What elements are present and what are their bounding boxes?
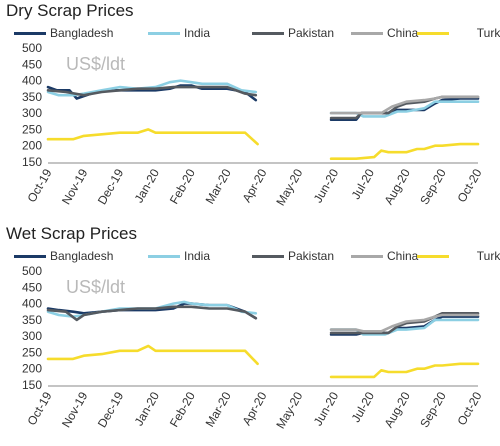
legend: Bangladesh India Pakistan China Turkey [14, 249, 500, 267]
y-tick-label: 250 [22, 345, 42, 359]
legend: Bangladesh India Pakistan China Turkey [14, 26, 500, 44]
x-tick-label: Jun-20 [311, 389, 342, 428]
wet-scrap-chart: US$/ldt 150 200 250 300 350 400 450 500 Oct-19 Nov… [0, 223, 500, 446]
y-tick-label: 350 [22, 90, 42, 104]
wet-scrap-plot: US$/ldt 150 200 250 300 350 400 450 500 Oct-19 Nov… [22, 264, 485, 431]
x-tick-label: Dec-19 [95, 389, 127, 430]
y-tick-label: 150 [22, 378, 42, 392]
y-tick-label: 300 [22, 329, 42, 343]
x-tick-label: Aug-20 [381, 389, 413, 430]
x-tick-label: Aug-20 [381, 166, 413, 207]
series-line-turkey [46, 128, 259, 146]
series-line-china [329, 313, 480, 333]
legend-label: India [184, 26, 211, 40]
legend-swatch [351, 254, 383, 258]
legend-swatch [351, 31, 383, 35]
y-tick-label: 250 [22, 122, 42, 136]
x-tick-label: Nov-19 [59, 389, 91, 430]
legend-swatch [148, 254, 180, 258]
x-tick-label: Mar-20 [203, 166, 234, 206]
legend-swatch [14, 254, 46, 258]
legend-swatch [148, 31, 180, 35]
y-tick-label: 450 [22, 57, 42, 71]
legend-swatch [14, 31, 46, 35]
series-line-turkey [46, 344, 259, 366]
y-tick-label: 500 [22, 264, 42, 278]
series-line-turkey [329, 362, 480, 379]
legend-label: Bangladesh [50, 26, 114, 40]
series-line-pakistan [46, 305, 258, 322]
chart-title: Dry Scrap Prices [6, 1, 134, 20]
x-tick-label: Jan-20 [132, 166, 163, 205]
series-line-pakistan [46, 85, 258, 97]
x-tick-label: Oct-19 [24, 389, 54, 427]
x-tick-label: Dec-19 [95, 166, 127, 207]
series-line-pakistan [329, 312, 480, 335]
legend-swatch [252, 31, 284, 35]
legend-label: Pakistan [288, 26, 335, 40]
legend-label: Turkey [476, 249, 500, 263]
x-tick-label: Jun-20 [311, 166, 342, 205]
y-tick-label: 150 [22, 155, 42, 169]
x-tick-label: Nov-19 [59, 166, 91, 207]
y-tick-label: 200 [22, 362, 42, 376]
x-tick-label: Oct-19 [24, 166, 54, 204]
y-tick-label: 400 [22, 74, 42, 88]
dry-scrap-plot: US$/ldt 150 200 250 300 350 400 450 500 Oct-19 Nov… [22, 41, 485, 208]
legend-swatch [417, 254, 449, 258]
y-tick-label: 450 [22, 280, 42, 294]
legend-item-india: India [148, 26, 239, 40]
legend-item-india: India [148, 249, 239, 263]
x-tick-label: Apr-20 [239, 389, 269, 427]
legend-item-pakistan: Pakistan [252, 249, 348, 263]
legend-item-pakistan: Pakistan [252, 26, 348, 40]
y-tick-label: 300 [22, 106, 42, 120]
unit-label: US$/ldt [66, 54, 125, 74]
x-tick-label: Sep-20 [417, 389, 449, 430]
x-tick-label: May-20 [273, 166, 305, 208]
legend-item-china: China [351, 249, 427, 263]
legend-label: China [387, 249, 419, 263]
y-tick-label: 400 [22, 297, 42, 311]
x-tick-label: May-20 [273, 389, 305, 431]
series-line-china [329, 95, 480, 115]
legend-label: China [387, 26, 419, 40]
y-tick-label: 200 [22, 139, 42, 153]
legend-item-bangladesh: Bangladesh [14, 26, 130, 40]
x-tick-label: Oct-20 [454, 166, 484, 204]
legend-item-turkey: Turkey [417, 249, 500, 263]
legend-label: Turkey [476, 26, 500, 40]
x-tick-label: Jan-20 [132, 389, 163, 428]
legend-swatch [417, 31, 449, 35]
x-tick-label: Apr-20 [239, 166, 269, 204]
legend-label: Pakistan [288, 249, 335, 263]
x-tick-label: Sep-20 [417, 166, 449, 207]
series-line-turkey [329, 142, 480, 160]
x-tick-label: Jul-20 [349, 389, 378, 425]
x-tick-label: Feb-20 [167, 389, 198, 429]
x-tick-label: Jul-20 [349, 166, 378, 202]
x-tick-label: Mar-20 [203, 389, 234, 429]
legend-swatch [252, 254, 284, 258]
x-tick-label: Feb-20 [167, 166, 198, 206]
legend-item-turkey: Turkey [417, 26, 500, 40]
legend-label: Bangladesh [50, 249, 114, 263]
legend-item-bangladesh: Bangladesh [14, 249, 130, 263]
y-tick-label: 500 [22, 41, 42, 55]
y-tick-label: 350 [22, 313, 42, 327]
dry-scrap-chart: US$/ldt 150 200 250 300 350 400 450 500 Oct-19 Nov… [6, 1, 500, 208]
x-tick-label: Oct-20 [454, 389, 484, 427]
unit-label: US$/ldt [66, 277, 125, 297]
legend-item-china: China [351, 26, 427, 40]
legend-label: India [184, 249, 211, 263]
chart-title: Wet Scrap Prices [6, 224, 138, 243]
